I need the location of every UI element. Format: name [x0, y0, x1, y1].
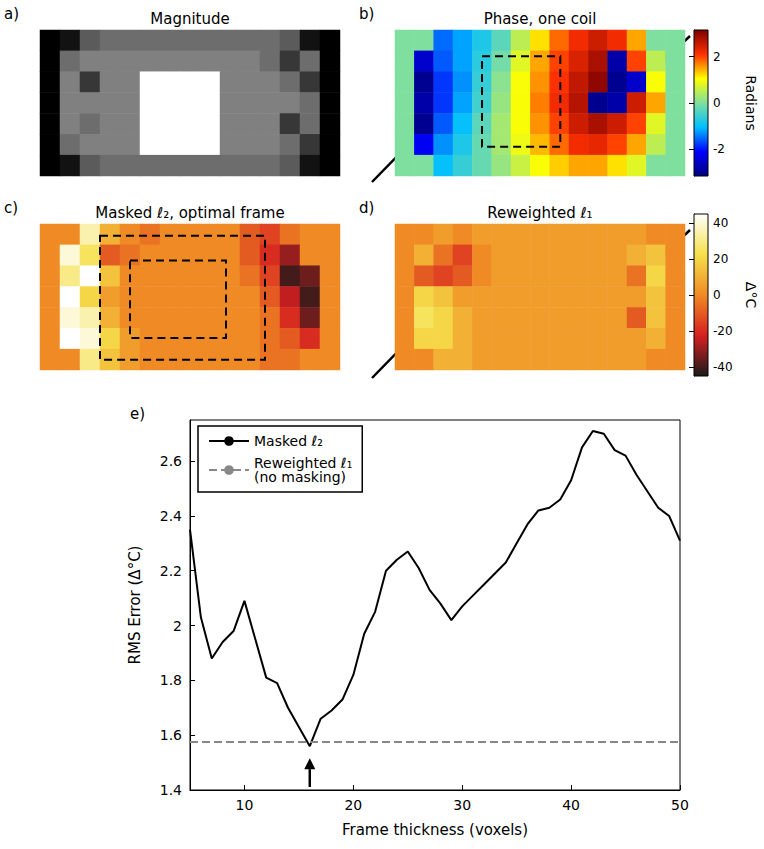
svg-text:(no masking): (no masking)	[254, 469, 346, 485]
svg-text:30: 30	[453, 797, 471, 813]
svg-text:d): d)	[359, 199, 374, 217]
svg-text:20: 20	[713, 252, 728, 266]
svg-text:Δ°C: Δ°C	[743, 282, 759, 309]
svg-text:2: 2	[173, 618, 182, 634]
svg-text:Phase, one coil: Phase, one coil	[484, 10, 597, 28]
svg-text:1.6: 1.6	[160, 727, 182, 743]
svg-text:-40: -40	[713, 360, 733, 374]
svg-text:-2: -2	[713, 142, 725, 156]
svg-text:a): a)	[4, 5, 19, 23]
svg-text:40: 40	[713, 216, 728, 230]
svg-text:Magnitude: Magnitude	[150, 10, 229, 28]
svg-text:0: 0	[713, 96, 721, 110]
svg-text:RMS Error (Δ°C): RMS Error (Δ°C)	[126, 546, 144, 665]
svg-text:2: 2	[713, 50, 721, 64]
svg-text:50: 50	[671, 797, 689, 813]
svg-text:40: 40	[562, 797, 580, 813]
svg-text:c): c)	[4, 199, 18, 217]
svg-text:10: 10	[236, 797, 254, 813]
svg-text:2.2: 2.2	[160, 563, 182, 579]
svg-text:1.4: 1.4	[160, 782, 182, 798]
svg-text:b): b)	[359, 5, 374, 23]
svg-text:0: 0	[713, 288, 721, 302]
svg-text:2.4: 2.4	[160, 508, 182, 524]
svg-text:e): e)	[130, 405, 145, 423]
svg-text:Radians: Radians	[743, 75, 759, 131]
svg-text:2.6: 2.6	[160, 453, 182, 469]
svg-text:20: 20	[344, 797, 362, 813]
svg-text:1.8: 1.8	[160, 672, 182, 688]
svg-text:Masked ℓ₂: Masked ℓ₂	[254, 433, 323, 449]
svg-text:Masked ℓ₂, optimal frame: Masked ℓ₂, optimal frame	[95, 204, 284, 222]
svg-text:Reweighted ℓ₁: Reweighted ℓ₁	[487, 204, 592, 222]
svg-text:Reweighted ℓ₁: Reweighted ℓ₁	[254, 455, 353, 471]
svg-text:-20: -20	[713, 324, 733, 338]
svg-text:Frame thickness (voxels): Frame thickness (voxels)	[342, 821, 528, 839]
